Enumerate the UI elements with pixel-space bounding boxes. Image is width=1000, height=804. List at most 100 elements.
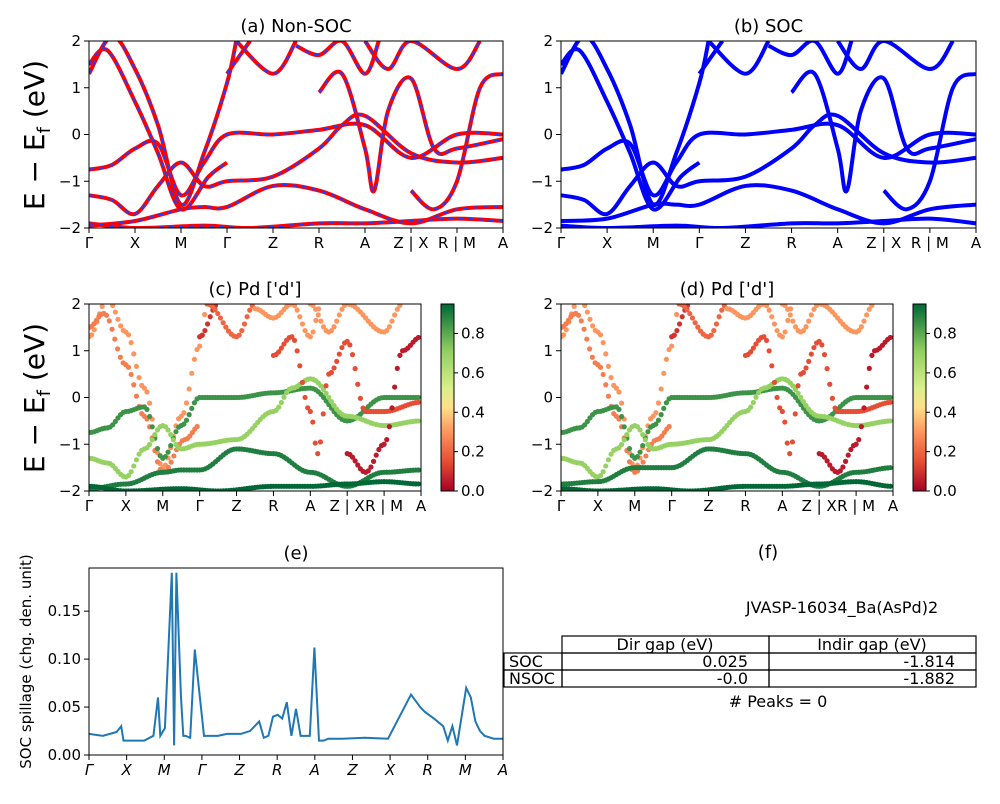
projected-band-point [824,366,830,372]
projected-band-point [578,318,584,324]
projected-band-point [787,312,793,318]
projected-band-point [133,363,140,369]
projected-band-point [887,399,893,405]
band-line-soc [767,41,854,76]
panel-title: (b) SOC [734,16,803,37]
projected-band-point [671,332,677,338]
projected-band-point [766,348,772,354]
projected-band-point [136,451,142,457]
projected-band-point [837,468,843,474]
projected-band-point [561,332,567,338]
colorbar-tick-label: 0.4 [461,403,485,421]
projected-band-point [661,405,667,412]
table-cell-value: -1.814 [903,652,955,671]
projected-band-point [109,326,115,332]
y-tick-label: −2 [59,482,81,500]
projected-band-point [223,324,229,330]
projected-band-point [692,320,698,326]
x-tick-label: Γ [195,497,204,515]
projected-band-point [336,312,342,318]
projected-band-point [328,328,335,334]
projected-band-point [291,337,298,344]
projected-band-point [239,327,245,334]
y-axis-label-top: E − Ef (eV) [18,60,55,210]
panel-f-gap-table: (f) JVASP-16034_Ba(AsPd)2 Dir gap (eV) I… [503,542,977,711]
band-line-soc [561,112,976,217]
x-tick-label: A [498,234,509,252]
projected-band-point [597,364,604,370]
projected-band-point [276,404,282,410]
projected-band-point [141,385,147,391]
projected-band-point [790,318,796,324]
x-tick-label: A [971,234,982,252]
x-tick-label: X [121,497,131,515]
band-line-nonsoc-dashed [226,41,251,75]
projected-band-point [861,405,867,411]
y-tick-label: 1 [71,342,81,360]
x-tick-label: X [130,234,140,252]
projected-band-point [128,340,134,346]
projected-band-point [171,453,177,459]
projected-band-point [582,304,588,309]
projected-band-point [795,390,801,396]
projected-band-point [165,427,171,433]
plot-frame [88,40,504,229]
projected-band-point [117,354,123,360]
x-tick-label: R | M [365,497,403,515]
projected-band-point [312,440,318,446]
projected-band-point [800,399,807,405]
projected-band-point [590,323,596,329]
projected-band-point [181,421,187,427]
x-tick-label: Γ [557,234,566,252]
y-tick-label: −1 [59,435,81,453]
projected-band-point [666,423,672,430]
projected-band-point [782,304,788,308]
projected-band-point [787,451,793,457]
projected-band-point [753,394,759,400]
projected-band-point [183,400,190,406]
projected-band-point [676,321,683,327]
projected-band-point [376,446,382,453]
projected-band-point [655,400,662,406]
x-tick-label: R [268,497,278,515]
y-tick-label: 0 [71,389,81,407]
projected-band-point [281,341,287,347]
projected-band-point [320,386,327,392]
x-tick-label: A [888,497,899,515]
x-tick-label: Z [268,234,278,252]
projected-band-point [608,451,614,457]
band-line-nonsoc-dashed [89,183,503,227]
panel-title: (a) Non-SOC [240,16,351,37]
projected-band-point [392,312,398,318]
projected-band-point [819,342,825,348]
projected-band-point [600,340,606,346]
band-line-soc [697,41,725,75]
projected-band-point [197,343,203,349]
y-tick-label: 2 [71,32,81,50]
projected-band-point [147,441,153,448]
projected-band-point [792,411,798,417]
projected-band-point [766,307,772,313]
projected-band-point [386,424,392,430]
projected-band-point [294,307,300,313]
projected-band-point [673,311,680,318]
projected-band-point [887,334,893,341]
projected-band-point [769,314,775,320]
projected-band-point [858,324,864,330]
y-tick-label: 0.10 [48,650,81,668]
projected-band-point [103,312,110,318]
plot-area [561,304,893,491]
projected-band-point [581,326,587,332]
panel-title: (c) Pd ['d'] [208,279,301,300]
table-column-header: Dir gap (eV) [617,635,714,654]
projected-band-point [386,324,392,330]
projected-band-point [771,321,778,327]
projected-band-point [355,462,361,468]
projected-band-point [144,389,150,395]
x-tick-label: R [272,761,282,779]
projected-band-point [653,421,659,427]
projected-band-point [637,427,643,433]
projected-band-point [310,329,316,335]
panel-d-pd-projection: 0.00.20.40.60.8(d) Pd ['d']210−1−2Γ X M Γ Z R… [531,279,957,515]
x-tick-label: Γ [198,761,208,779]
